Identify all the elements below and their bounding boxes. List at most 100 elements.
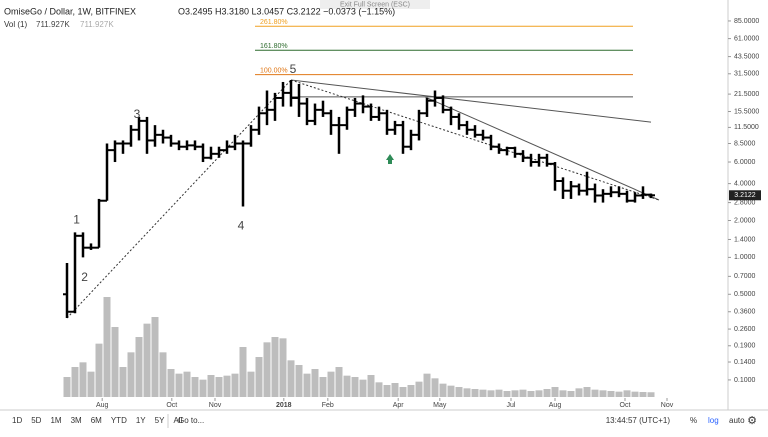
y-tick-label: 21.5000	[734, 91, 759, 98]
settings-icon[interactable]: ⚙	[747, 415, 757, 427]
volume-bar	[335, 367, 343, 397]
x-tick-label: Oct	[620, 402, 631, 409]
x-tick-label: Nov	[209, 402, 222, 409]
clock: 13:44:57 (UTC+1)	[606, 416, 671, 425]
scale-toggle[interactable]: auto	[729, 416, 745, 425]
y-tick-label: 0.7000	[734, 273, 756, 280]
volume-bar	[527, 391, 535, 397]
volume-bar	[423, 373, 431, 397]
volume-bar	[631, 391, 639, 397]
volume-bar	[135, 337, 143, 397]
wave-label: 4	[238, 218, 245, 232]
volume-bar	[263, 342, 271, 397]
goto-button[interactable]: Go to...	[178, 416, 204, 425]
y-tick-label: 31.5000	[734, 71, 759, 78]
range-button[interactable]: 1M	[50, 416, 61, 425]
x-tick-label: Feb	[322, 402, 334, 409]
x-tick-label: Oct	[166, 402, 177, 409]
volume-bar	[623, 390, 631, 397]
range-button[interactable]: 1D	[12, 416, 22, 425]
volume-bar	[159, 352, 167, 397]
x-tick-label: Jul	[507, 402, 516, 409]
volume-bar	[479, 389, 487, 397]
volume-bar	[599, 390, 607, 397]
volume-bar	[551, 387, 559, 397]
exit-box[interactable]	[320, 0, 430, 9]
volume-bar	[223, 375, 231, 397]
y-tick-label: 1.0000	[734, 254, 756, 261]
y-tick-label: 2.8000	[734, 199, 756, 206]
x-tick-label: Aug	[549, 402, 562, 409]
wave-label: 2	[81, 270, 88, 284]
volume-bar	[407, 385, 415, 397]
volume-bar	[375, 382, 383, 397]
range-button[interactable]: 3M	[71, 416, 82, 425]
y-tick-label: 8.5000	[734, 140, 756, 147]
volume-bar	[183, 371, 191, 397]
symbol-title: OmiseGo / Dollar, 1W, BITFINEX	[4, 6, 136, 16]
volume-bar	[271, 337, 279, 397]
volume-bar	[63, 377, 71, 397]
y-tick-label: 1.4000	[734, 236, 756, 243]
y-tick-label: 2.0000	[734, 217, 756, 224]
volume-bar	[303, 373, 311, 397]
x-tick-label: Aug	[96, 402, 109, 409]
x-tick-label: Nov	[661, 402, 674, 409]
scale-toggle[interactable]: log	[708, 416, 719, 425]
y-tick-label: 61.0000	[734, 35, 759, 42]
volume-value: 711.927K	[80, 20, 114, 29]
volume-bar	[559, 390, 567, 397]
volume-bar	[71, 367, 79, 397]
volume-bar	[231, 373, 239, 397]
y-tick-label: 0.1900	[734, 343, 756, 350]
wave-label: 5	[290, 62, 297, 76]
wave-label: 3	[134, 107, 141, 121]
volume-bar	[607, 391, 615, 397]
volume-bar	[471, 389, 479, 397]
volume-bar	[295, 365, 303, 397]
y-tick-label: 0.5000	[734, 291, 756, 298]
volume-bar	[535, 390, 543, 397]
volume-bar	[431, 378, 439, 397]
volume-bar	[191, 377, 199, 397]
volume-bar	[575, 388, 583, 397]
scale-toggle[interactable]: %	[690, 416, 697, 425]
range-button[interactable]: 5D	[31, 416, 41, 425]
volume-bar	[439, 383, 447, 397]
volume-value: 711.927K	[36, 20, 70, 29]
range-button[interactable]: All	[173, 416, 182, 425]
volume-bar	[503, 391, 511, 397]
volume-bar	[95, 343, 103, 397]
fib-label: 100.00%	[260, 67, 288, 74]
volume-bar	[415, 381, 423, 397]
volume-bar	[311, 369, 319, 397]
range-button[interactable]: 5Y	[155, 416, 165, 425]
fib-label: 161.80%	[260, 43, 288, 50]
volume-bar	[111, 327, 119, 397]
volume-bar	[287, 360, 295, 397]
volume-bar	[279, 338, 287, 397]
range-button[interactable]: 1Y	[136, 416, 146, 425]
wave-label: 1	[73, 213, 80, 227]
volume-bar	[567, 391, 575, 397]
volume-bar	[647, 392, 655, 397]
x-tick-label: 2018	[276, 402, 292, 409]
range-button[interactable]: 6M	[91, 416, 102, 425]
y-tick-label: 4.0000	[734, 180, 756, 187]
volume-bar	[351, 377, 359, 397]
y-tick-label: 43.5000	[734, 53, 759, 60]
volume-bar	[327, 371, 335, 397]
volume-bar	[591, 389, 599, 397]
volume-bar	[247, 371, 255, 397]
range-button[interactable]: YTD	[111, 416, 127, 425]
volume-title: Vol (1)	[4, 20, 27, 29]
y-tick-label: 11.5000	[734, 124, 759, 131]
arrow-marker	[386, 154, 394, 164]
exit-fullscreen[interactable]: Exit Full Screen (ESC)	[340, 1, 410, 8]
volume-bar	[455, 387, 463, 397]
x-tick-label: May	[433, 402, 447, 409]
volume-bar	[119, 367, 127, 397]
y-tick-label: 6.0000	[734, 159, 756, 166]
volume-bar	[495, 389, 503, 397]
